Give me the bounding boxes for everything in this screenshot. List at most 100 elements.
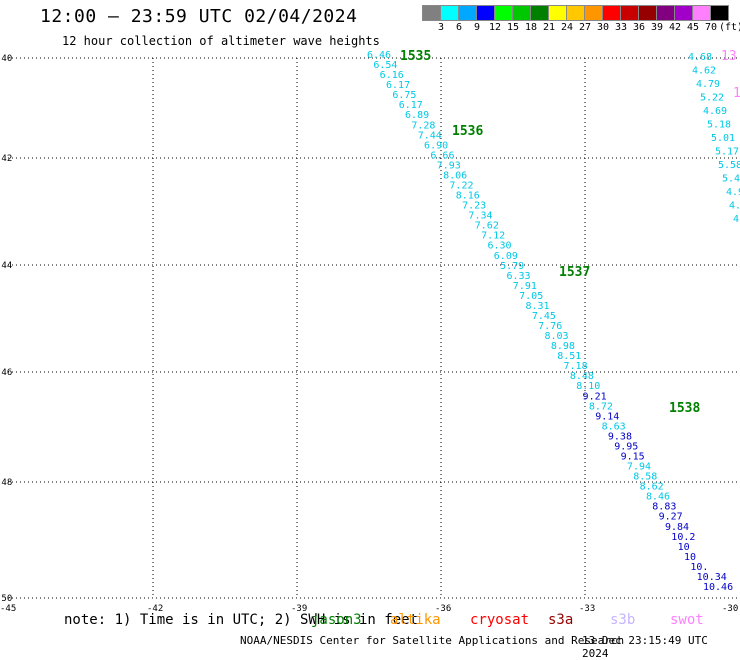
wave-height-value: 4.79 [696,79,720,90]
scale-label: 18 [524,22,538,33]
wave-height-value: 7.28 [411,120,435,131]
wave-height-value: 6.30 [487,241,511,252]
scale-label: 9 [473,22,481,33]
time-mark-fragment: 1 [733,86,740,101]
wave-height-value: 7.22 [449,180,473,191]
longitude-label: -36 [435,604,451,614]
wave-height-value: 4.69 [703,106,727,117]
scale-label: 3 [437,22,445,33]
latitude-label: -46 [0,368,12,378]
scale-label: (ft) [719,22,740,33]
wave-height-value: 5.4 [722,174,740,185]
wave-height-value: 7.91 [513,281,537,292]
wave-height-value: 10. [690,562,708,573]
wave-height-value: 7.45 [532,311,556,322]
wave-height-value: 9.21 [583,391,607,402]
wave-height-value: 4.62 [692,66,716,77]
wave-height-value: 5.79 [500,261,524,272]
wave-height-value: 6.75 [392,90,416,101]
wave-height-value: 5.01 [711,133,735,144]
wave-height-value: 8.63 [602,421,626,432]
wave-height-value: 8.03 [545,331,569,342]
satellite-legend-swot: swot [670,612,704,628]
scale-label: 6 [455,22,463,33]
wave-height-value: 4 [733,214,739,225]
wave-height-value: 6.17 [399,100,423,111]
generation-timestamp: 13 Dec 23:15:49 UTC 2024 [582,634,708,660]
scale-label: 33 [614,22,628,33]
time-mark: 1538 [669,401,700,416]
wave-height-value: 8.16 [456,191,480,202]
time-mark: 1535 [400,49,431,64]
wave-height-value: 9.15 [621,452,645,463]
wave-height-value: 10.46 [703,582,733,593]
wave-height-value: 8.51 [557,351,581,362]
scale-label: 27 [578,22,592,33]
scale-label: 24 [560,22,574,33]
wave-height-value: 5.17 [715,147,739,158]
wave-height-value: 8.83 [652,502,676,513]
wave-height-value: 8.62 [640,482,664,493]
wave-height-value: 10.34 [697,572,727,583]
scale-label: 12 [488,22,502,33]
wave-height-value: 7.34 [468,211,492,222]
scale-label: 36 [632,22,646,33]
longitude-label: -30 [722,604,738,614]
wave-height-value: 6.66 [430,150,454,161]
wave-height-value: 6.90 [424,140,448,151]
wave-height-value: 6.33 [506,271,530,282]
wave-height-value: 7.05 [519,291,543,302]
wave-height-value: 7.76 [538,321,562,332]
time-mark: 1536 [452,124,483,139]
wave-height-value: 8.98 [551,341,575,352]
latitude-label: -40 [0,54,12,64]
wave-height-value: 4. [729,201,740,212]
wave-height-value: 7.93 [437,160,461,171]
scale-label: 45 [686,22,700,33]
scale-label: 42 [668,22,682,33]
scale-label: 30 [596,22,610,33]
wave-height-value: 6.46 [367,50,391,61]
wave-height-value: 8.10 [576,381,600,392]
longitude-label: -39 [291,604,307,614]
wave-height-value: 6.09 [494,251,518,262]
wave-height-value: 8.46 [646,492,670,503]
wave-height-value: 7.94 [627,462,651,473]
satellite-legend-s3b: s3b [610,612,636,628]
wave-height-value: 10 [684,552,696,563]
wave-height-value: 10.2 [671,532,695,543]
scale-swatch [710,5,729,21]
time-mark-fragment: 13 [721,49,737,64]
credit-text: NOAA/NESDIS Center for Satellite Applica… [240,634,625,647]
wave-height-value: 6.89 [405,110,429,121]
wave-height-value: 4.9 [726,187,740,198]
wave-height-value: 6.16 [380,70,404,81]
wave-height-value: 5.58 [718,160,740,171]
wave-height-value: 8.06 [443,170,467,181]
wave-height-value: 9.95 [614,441,638,452]
wave-height-value: 9.27 [659,512,683,523]
wave-height-value: 8.31 [525,301,549,312]
wave-height-value: 5.22 [700,93,724,104]
wave-height-value: 9.38 [608,431,632,442]
latitude-label: -42 [0,154,12,164]
latitude-label: -44 [0,261,12,271]
wave-height-value: 6.17 [386,80,410,91]
wave-height-value: 8.58 [633,472,657,483]
wave-height-value: 5.18 [707,120,731,131]
wave-height-value: 8.48 [570,371,594,382]
wave-height-value: 9.14 [595,411,619,422]
map-subtitle: 12 hour collection of altimeter wave hei… [62,34,380,48]
wave-height-value: 7.44 [418,130,442,141]
scale-label: 39 [650,22,664,33]
time-mark: 1537 [559,265,590,280]
map-title: 12:00 – 23:59 UTC 02/04/2024 [40,6,358,27]
wave-height-value: 7.62 [475,221,499,232]
satellite-legend-cryosat: cryosat [470,612,530,628]
latitude-label: -50 [0,594,12,604]
satellite-legend-jason3: jason3 [311,612,362,628]
satellite-legend-s3a: s3a [548,612,574,628]
longitude-label: -45 [0,604,16,614]
